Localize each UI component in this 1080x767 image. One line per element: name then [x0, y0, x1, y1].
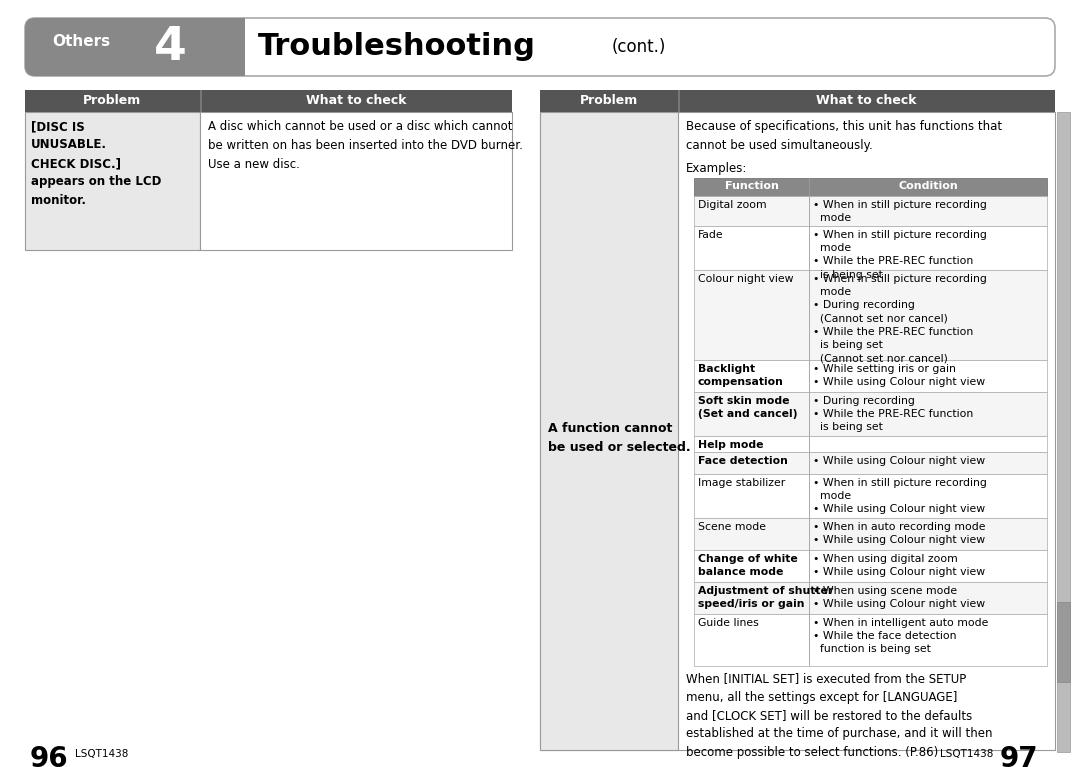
Text: A disc which cannot be used or a disc which cannot
be written on has been insert: A disc which cannot be used or a disc wh…: [208, 120, 523, 171]
Text: What to check: What to check: [816, 94, 917, 107]
Text: Help mode: Help mode: [698, 440, 764, 450]
Bar: [694, 270, 1047, 360]
Text: What to check: What to check: [306, 94, 406, 107]
Text: 97: 97: [1000, 745, 1039, 767]
Text: [DISC IS
UNUSABLE.
CHECK DISC.]
appears on the LCD
monitor.: [DISC IS UNUSABLE. CHECK DISC.] appears …: [31, 120, 161, 207]
Bar: [678, 90, 679, 112]
Text: Problem: Problem: [83, 94, 141, 107]
Text: Examples:: Examples:: [686, 162, 747, 175]
Text: Soft skin mode
(Set and cancel): Soft skin mode (Set and cancel): [698, 396, 797, 420]
Bar: [540, 112, 1055, 750]
Bar: [694, 226, 1047, 270]
Bar: [694, 474, 1047, 518]
Text: • When in still picture recording
  mode: • When in still picture recording mode: [813, 200, 987, 223]
Bar: [200, 90, 202, 112]
Bar: [540, 90, 1055, 112]
Text: Problem: Problem: [580, 94, 638, 107]
Text: • During recording
• While the PRE-REC function
  is being set: • During recording • While the PRE-REC f…: [813, 396, 973, 433]
Text: Change of white
balance mode: Change of white balance mode: [698, 554, 798, 578]
Text: • When in auto recording mode
• While using Colour night view: • When in auto recording mode • While us…: [813, 522, 986, 545]
Bar: [694, 614, 1047, 666]
Text: • When in intelligent auto mode
• While the face detection
  function is being s: • When in intelligent auto mode • While …: [813, 618, 988, 654]
Text: Guide lines: Guide lines: [698, 618, 759, 628]
Bar: [200, 112, 512, 250]
Text: Condition: Condition: [899, 181, 958, 191]
Bar: [1057, 602, 1070, 682]
Text: Troubleshooting: Troubleshooting: [258, 32, 536, 61]
Text: Others: Others: [52, 34, 110, 49]
Text: When [INITIAL SET] is executed from the SETUP
menu, all the settings except for : When [INITIAL SET] is executed from the …: [686, 672, 993, 759]
Bar: [25, 112, 200, 250]
Bar: [694, 582, 1047, 614]
Bar: [694, 196, 1047, 226]
Bar: [694, 178, 1047, 196]
Text: LSQT1438: LSQT1438: [75, 749, 129, 759]
Text: • When in still picture recording
  mode
• While using Colour night view: • When in still picture recording mode •…: [813, 478, 987, 515]
Text: 96: 96: [30, 745, 69, 767]
FancyBboxPatch shape: [25, 18, 245, 76]
Text: A function cannot
be used or selected.: A function cannot be used or selected.: [548, 422, 690, 454]
Text: Image stabilizer: Image stabilizer: [698, 478, 785, 488]
Text: Adjustment of shutter
speed/iris or gain: Adjustment of shutter speed/iris or gain: [698, 586, 834, 609]
Bar: [694, 392, 1047, 436]
Bar: [25, 90, 512, 112]
Bar: [694, 518, 1047, 550]
Text: 4: 4: [154, 25, 187, 70]
Text: • When using digital zoom
• While using Colour night view: • When using digital zoom • While using …: [813, 554, 985, 578]
Text: Scene mode: Scene mode: [698, 522, 766, 532]
FancyBboxPatch shape: [25, 18, 1055, 76]
Text: Colour night view: Colour night view: [698, 274, 794, 284]
Bar: [1057, 112, 1070, 752]
Bar: [694, 436, 1047, 452]
Text: Because of specifications, this unit has functions that
cannot be used simultane: Because of specifications, this unit has…: [686, 120, 1002, 152]
Bar: [694, 452, 1047, 474]
Text: LSQT1438: LSQT1438: [940, 749, 994, 759]
Text: • When using scene mode
• While using Colour night view: • When using scene mode • While using Co…: [813, 586, 985, 609]
Text: • While using Colour night view: • While using Colour night view: [813, 456, 985, 466]
Text: • While setting iris or gain
• While using Colour night view: • While setting iris or gain • While usi…: [813, 364, 985, 387]
Text: (cont.): (cont.): [612, 38, 666, 56]
Text: Digital zoom: Digital zoom: [698, 200, 767, 210]
Text: Function: Function: [725, 181, 779, 191]
Bar: [694, 550, 1047, 582]
Text: Face detection: Face detection: [698, 456, 788, 466]
Bar: [130, 18, 245, 76]
Text: • When in still picture recording
  mode
• During recording
  (Cannot set nor ca: • When in still picture recording mode •…: [813, 274, 987, 364]
Text: Backlight
compensation: Backlight compensation: [698, 364, 784, 387]
Bar: [540, 112, 678, 750]
Bar: [694, 360, 1047, 392]
Text: Fade: Fade: [698, 230, 724, 240]
Text: • When in still picture recording
  mode
• While the PRE-REC function
  is being: • When in still picture recording mode •…: [813, 230, 987, 280]
